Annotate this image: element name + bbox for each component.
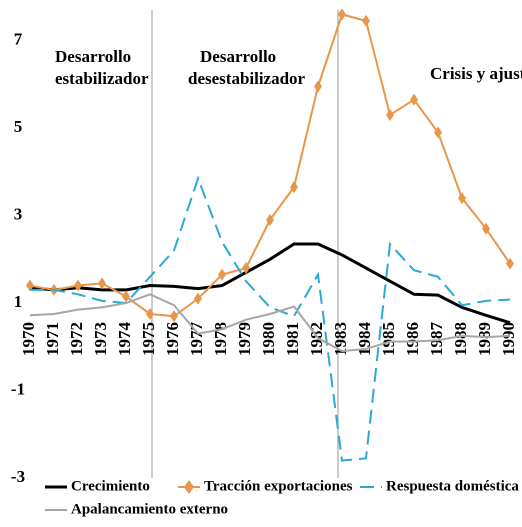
x-tick-label: 1980 xyxy=(259,322,278,356)
series-marker xyxy=(314,80,322,93)
x-tick-label: 1970 xyxy=(19,322,38,356)
x-tick-label: 1981 xyxy=(283,322,302,356)
series-marker xyxy=(242,262,250,275)
x-tick-label: 1979 xyxy=(235,322,254,356)
series-marker xyxy=(266,213,274,226)
series-marker xyxy=(218,268,226,281)
legend-item: Tracción exportaciones xyxy=(178,478,353,494)
y-tick-label: 3 xyxy=(14,204,23,223)
legend-label: Crecimiento xyxy=(71,478,150,494)
y-tick-label: -3 xyxy=(11,467,25,486)
x-tick-label: 1977 xyxy=(187,322,206,357)
series-marker xyxy=(74,279,82,292)
series-marker xyxy=(362,14,370,27)
x-tick-label: 1976 xyxy=(163,322,182,356)
x-tick-label: 1987 xyxy=(427,322,446,357)
series-marker xyxy=(122,290,130,303)
series-marker xyxy=(194,292,202,305)
x-tick-label: 1989 xyxy=(475,322,494,356)
x-tick-label: 1972 xyxy=(67,322,86,356)
series-marker xyxy=(482,222,490,235)
x-tick-label: 1975 xyxy=(139,322,158,356)
x-tick-label: 1974 xyxy=(115,322,134,357)
x-tick-label: 1986 xyxy=(403,322,422,356)
x-tick-label: 1971 xyxy=(43,322,62,356)
series-marker xyxy=(170,310,178,323)
legend-label: Tracción exportaciones xyxy=(204,478,353,494)
y-tick-label: -1 xyxy=(11,379,25,398)
y-tick-label: 5 xyxy=(14,117,23,136)
series-marker xyxy=(410,93,418,106)
series-line xyxy=(29,242,511,325)
annotation: Crisis y ajuste xyxy=(430,64,522,83)
series-line xyxy=(29,293,511,353)
legend-item: Crecimiento xyxy=(45,478,150,494)
legend-label: Respuesta doméstica xyxy=(386,478,519,494)
x-tick-label: 1973 xyxy=(91,322,110,356)
legend-label: Apalancamiento externo xyxy=(71,501,228,517)
annotation: estabilizador xyxy=(55,69,149,88)
series-marker xyxy=(458,192,466,205)
x-tick-label: 1988 xyxy=(451,322,470,356)
x-tick-label: 1990 xyxy=(499,322,518,356)
y-tick-label: 7 xyxy=(14,30,23,49)
series-marker xyxy=(386,108,394,121)
series-marker xyxy=(146,307,154,320)
annotation: Desarrollo xyxy=(200,47,276,66)
x-tick-label: 1985 xyxy=(379,322,398,356)
series-marker xyxy=(434,126,442,139)
series-marker xyxy=(98,277,106,290)
y-tick-label: 1 xyxy=(14,292,23,311)
x-tick-label: 1984 xyxy=(355,322,374,357)
series-marker xyxy=(506,257,514,270)
series-marker xyxy=(338,8,346,21)
series-marker xyxy=(290,181,298,194)
series-marker xyxy=(26,279,34,292)
legend-marker xyxy=(184,480,194,494)
annotation: desestabilizador xyxy=(188,69,306,88)
legend-item: Apalancamiento externo xyxy=(45,501,228,517)
series-line xyxy=(30,175,511,462)
legend-item: Respuesta doméstica xyxy=(360,478,519,494)
annotation: Desarrollo xyxy=(55,47,131,66)
